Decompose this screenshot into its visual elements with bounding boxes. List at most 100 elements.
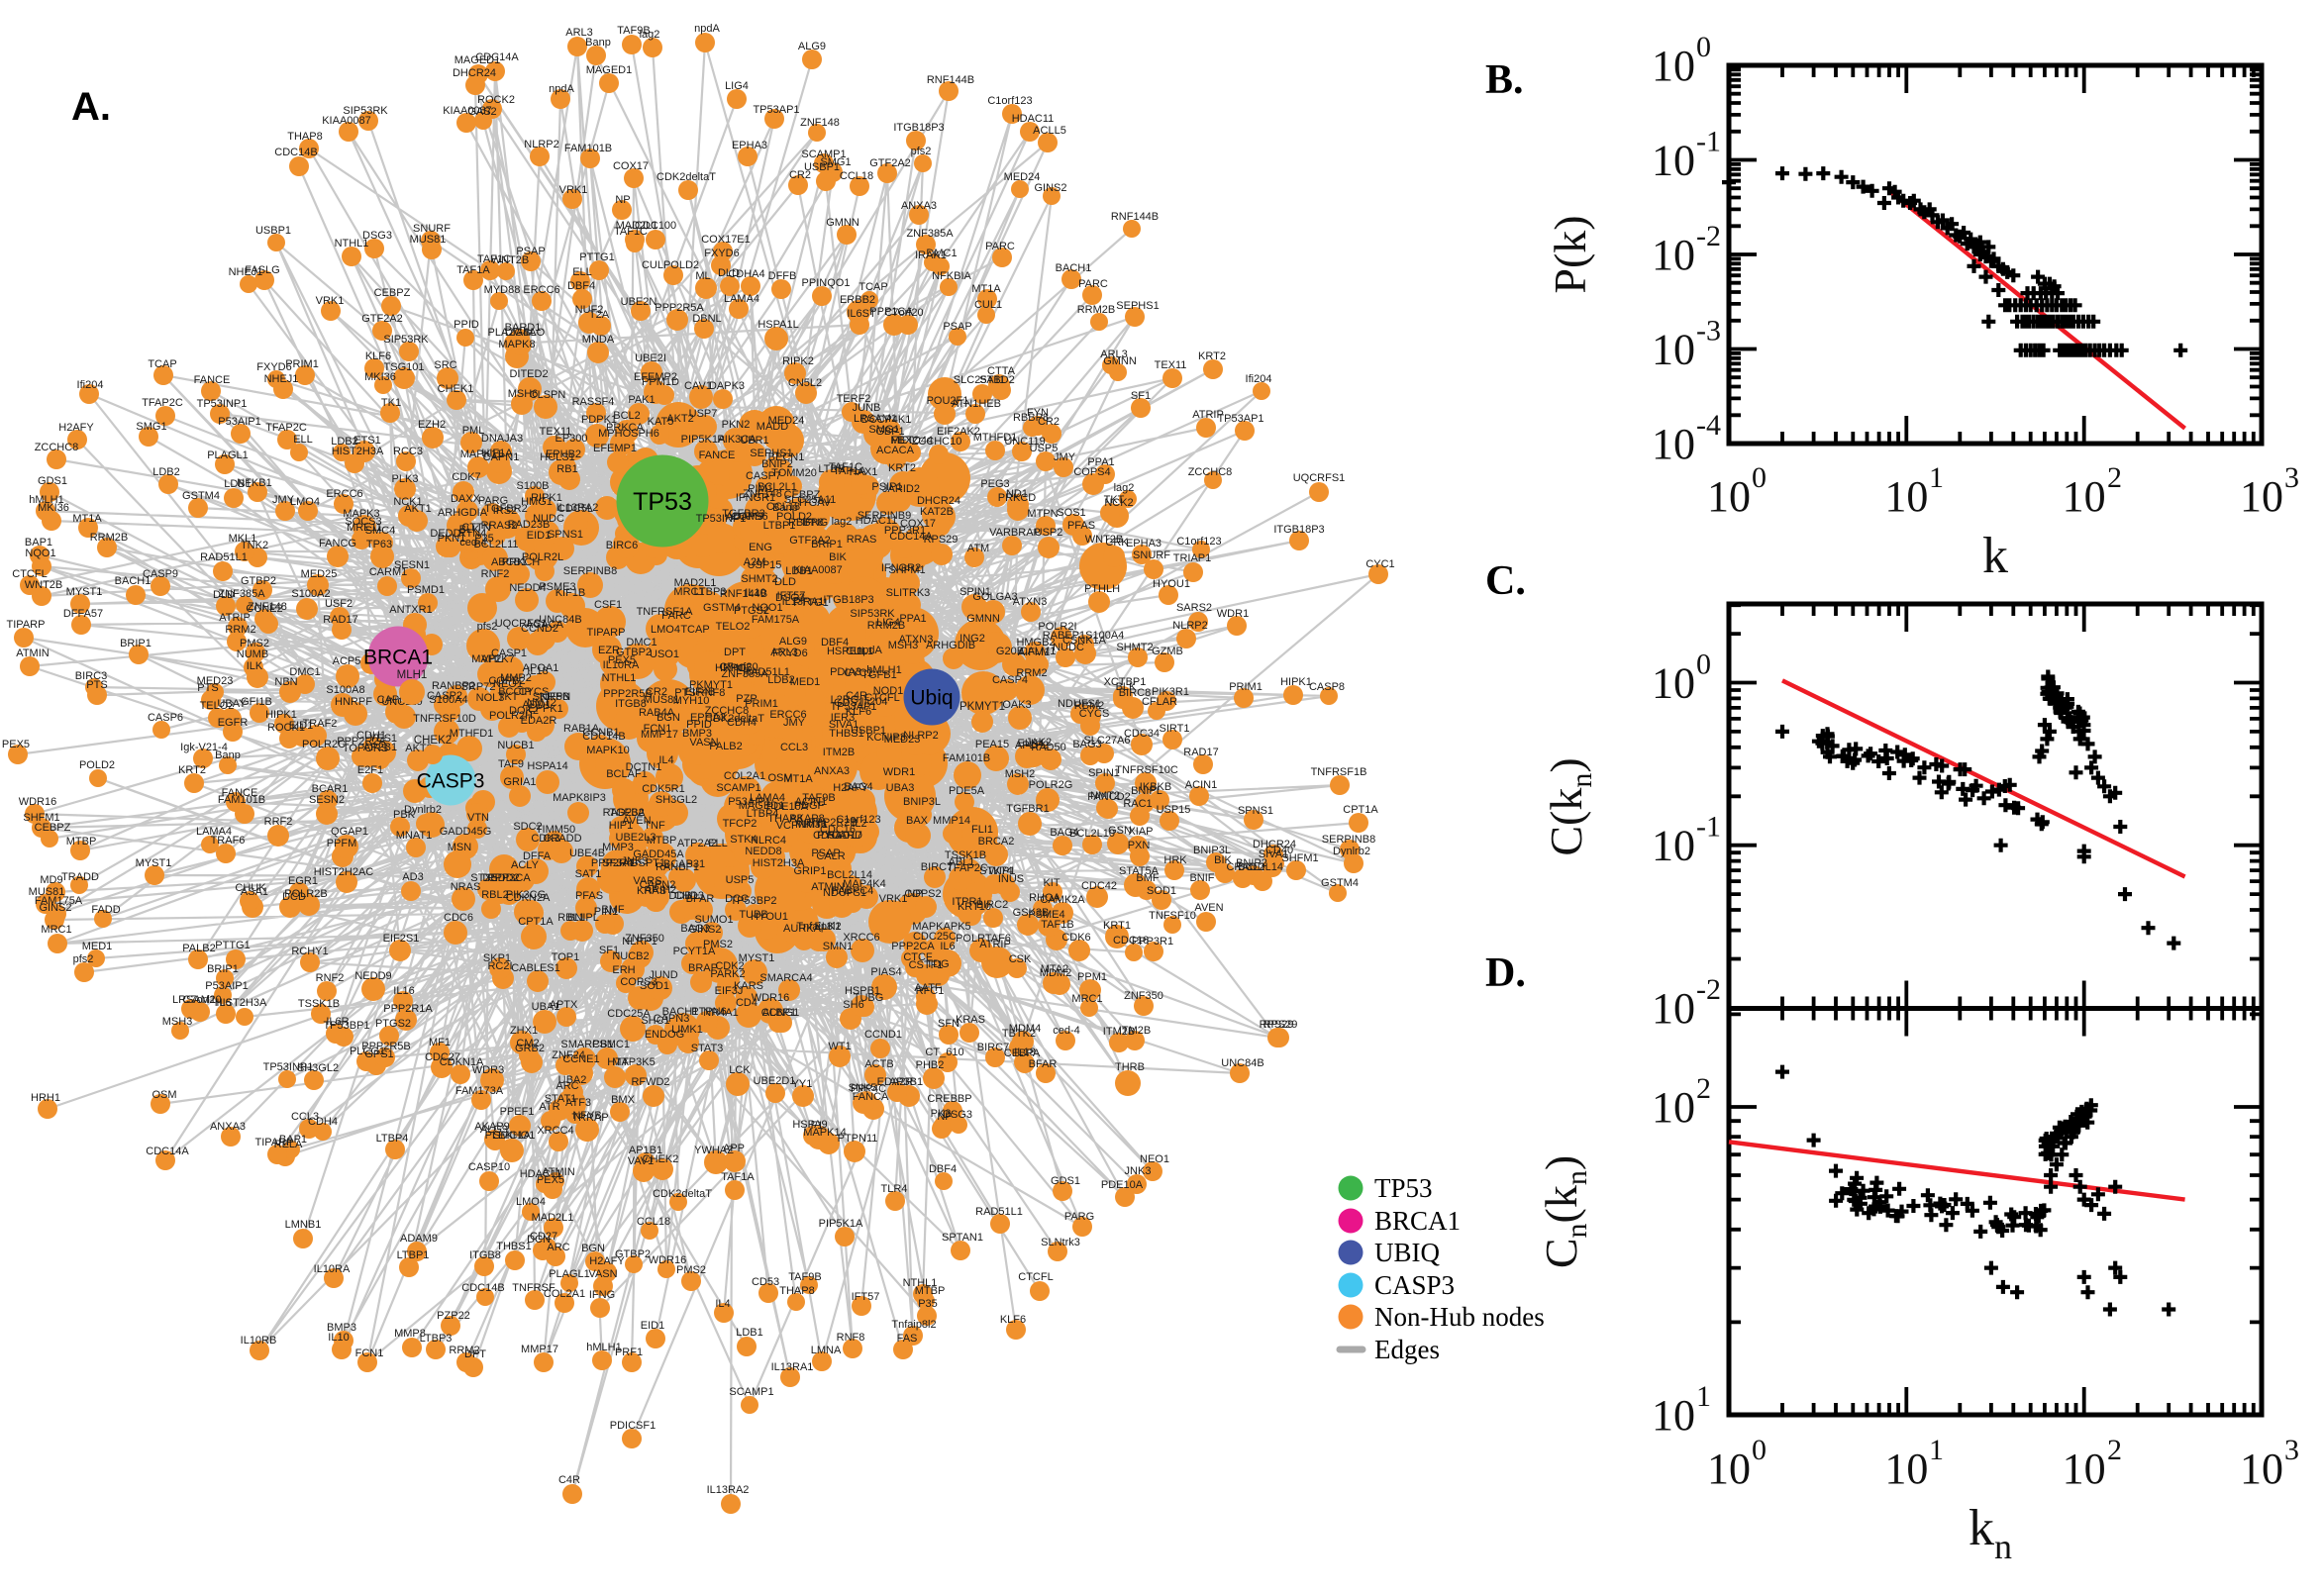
svg-text:GSPT1: GSPT1: [630, 857, 665, 869]
svg-text:PARC: PARC: [1078, 278, 1108, 290]
svg-text:CYC1: CYC1: [844, 667, 872, 679]
svg-text:BMF: BMF: [1136, 872, 1160, 884]
svg-text:ARL3: ARL3: [1100, 349, 1128, 360]
svg-text:TSG101: TSG101: [384, 361, 425, 373]
svg-text:TP53AP1: TP53AP1: [753, 104, 799, 116]
svg-text:LDB2: LDB2: [331, 436, 358, 448]
svg-text:SIVA1: SIVA1: [829, 719, 858, 731]
svg-text:IRS2: IRS2: [493, 505, 517, 517]
svg-text:ANXA3: ANXA3: [210, 1121, 246, 1133]
svg-text:MYST1: MYST1: [136, 857, 172, 869]
svg-text:TGFBR2: TGFBR2: [484, 503, 527, 515]
svg-text:DCD: DCD: [282, 891, 306, 903]
svg-text:NFKBIA: NFKBIA: [932, 270, 971, 282]
svg-text:IL18: IL18: [1014, 1047, 1035, 1058]
svg-text:PPP4C: PPP4C: [851, 1083, 886, 1095]
svg-text:ROCK1: ROCK1: [267, 722, 305, 734]
svg-text:TNFSF10: TNFSF10: [1149, 910, 1196, 922]
svg-text:TNFRSF1A: TNFRSF1A: [637, 606, 694, 618]
svg-text:MAPK8: MAPK8: [498, 339, 535, 350]
svg-text:LDB1: LDB1: [224, 478, 252, 490]
svg-text:PRIM1: PRIM1: [1229, 681, 1262, 693]
svg-text:IL10: IL10: [328, 1332, 349, 1344]
svg-text:Cn(kn): Cn(kn): [1536, 1155, 1593, 1268]
svg-text:TRRAP: TRRAP: [571, 1112, 608, 1124]
svg-text:S100A2: S100A2: [291, 588, 330, 600]
svg-text:SCAMP1: SCAMP1: [716, 782, 760, 794]
svg-text:LRSAM1: LRSAM1: [172, 994, 216, 1006]
svg-text:CRADD: CRADD: [1226, 861, 1264, 873]
svg-text:NUMB: NUMB: [237, 648, 268, 660]
svg-text:0: 0: [1752, 1434, 1767, 1466]
svg-text:RAB4A: RAB4A: [639, 707, 675, 719]
svg-text:TUBB: TUBB: [739, 909, 767, 921]
svg-text:TEX11: TEX11: [1155, 359, 1187, 371]
svg-text:LIG4: LIG4: [725, 80, 749, 92]
svg-text:UBE2I: UBE2I: [635, 352, 666, 364]
svg-text:LDB2: LDB2: [767, 674, 795, 686]
svg-text:CDH1: CDH1: [356, 730, 386, 742]
svg-text:MMP8: MMP8: [394, 1328, 426, 1340]
svg-text:CT_610: CT_610: [925, 1047, 963, 1058]
svg-text:PTTG1: PTTG1: [793, 597, 828, 609]
svg-text:PTS: PTS: [197, 682, 218, 694]
svg-text:C7orf20: C7orf20: [884, 307, 923, 319]
svg-text:USP15: USP15: [748, 559, 782, 571]
svg-text:ACACA: ACACA: [526, 619, 564, 631]
svg-text:LMO4: LMO4: [290, 496, 320, 508]
svg-text:XIAP: XIAP: [1128, 826, 1153, 838]
svg-text:BAG3: BAG3: [680, 923, 709, 935]
svg-text:LMNB1: LMNB1: [285, 1219, 322, 1231]
svg-text:BAX: BAX: [906, 815, 929, 827]
svg-text:CASP8: CASP8: [1309, 681, 1345, 693]
svg-text:CDC14B: CDC14B: [274, 147, 317, 158]
svg-text:RAD17: RAD17: [323, 614, 357, 626]
svg-text:PALB2: PALB2: [182, 943, 215, 954]
svg-text:EDA2R: EDA2R: [521, 715, 557, 727]
svg-text:F1: F1: [811, 1120, 824, 1132]
svg-text:PPP2R5B: PPP2R5B: [603, 688, 653, 700]
svg-text:NMT2: NMT2: [527, 697, 556, 709]
svg-text:C7orf20: C7orf20: [719, 661, 758, 673]
svg-text:TRIAP1: TRIAP1: [1173, 552, 1212, 564]
svg-text:BARD1: BARD1: [505, 322, 542, 334]
svg-text:JNK3: JNK3: [1125, 1165, 1152, 1177]
svg-text:RRM2: RRM2: [225, 624, 255, 636]
svg-text:MYD88: MYD88: [484, 284, 521, 296]
svg-text:Banp: Banp: [585, 37, 611, 49]
svg-text:TP53INP1: TP53INP1: [197, 398, 248, 410]
svg-text:FAM101B: FAM101B: [943, 752, 990, 764]
svg-text:PPM1D: PPM1D: [642, 376, 679, 388]
svg-text:PPINQO1: PPINQO1: [802, 277, 851, 289]
svg-text:KRT1: KRT1: [1103, 920, 1131, 932]
svg-text:BRIP1: BRIP1: [120, 638, 152, 649]
svg-text:HSPB1: HSPB1: [845, 985, 880, 997]
svg-text:CDKN2A: CDKN2A: [506, 892, 551, 904]
svg-text:ITGB18P3: ITGB18P3: [823, 594, 873, 606]
svg-text:IL6: IL6: [216, 997, 231, 1009]
svg-text:ZNF350: ZNF350: [625, 933, 664, 945]
svg-text:PDE5A: PDE5A: [949, 785, 985, 797]
svg-text:FAM173A: FAM173A: [455, 1085, 504, 1097]
svg-text:RPS29: RPS29: [1260, 1019, 1294, 1031]
svg-text:RNF8: RNF8: [837, 1332, 865, 1344]
svg-text:CHEK2: CHEK2: [643, 1153, 679, 1165]
svg-text:BAG3: BAG3: [1072, 739, 1101, 750]
svg-text:WNT2B: WNT2B: [25, 579, 63, 591]
svg-text:IL13RA1: IL13RA1: [782, 596, 825, 608]
svg-text:RAC1: RAC1: [1123, 798, 1152, 810]
svg-text:MAPK11: MAPK11: [460, 449, 503, 460]
svg-text:RPS29: RPS29: [1263, 1019, 1298, 1031]
svg-text:KLF6: KLF6: [365, 350, 391, 362]
svg-text:HIST2H2AC: HIST2H2AC: [314, 866, 374, 878]
svg-text:BCCIP: BCCIP: [498, 686, 532, 698]
svg-text:hMLH1: hMLH1: [586, 1342, 621, 1353]
svg-text:Edges: Edges: [1374, 1335, 1440, 1364]
svg-text:ATN1HEB: ATN1HEB: [952, 398, 1001, 410]
svg-text:LRSAM1: LRSAM1: [854, 413, 897, 425]
svg-text:EGR1: EGR1: [288, 875, 318, 887]
svg-text:CHEK2: CHEK2: [414, 735, 452, 747]
svg-text:CN5L2: CN5L2: [788, 377, 822, 389]
svg-text:L2RG: L2RG: [831, 694, 859, 706]
svg-text:SERPINB8: SERPINB8: [1322, 834, 1375, 846]
